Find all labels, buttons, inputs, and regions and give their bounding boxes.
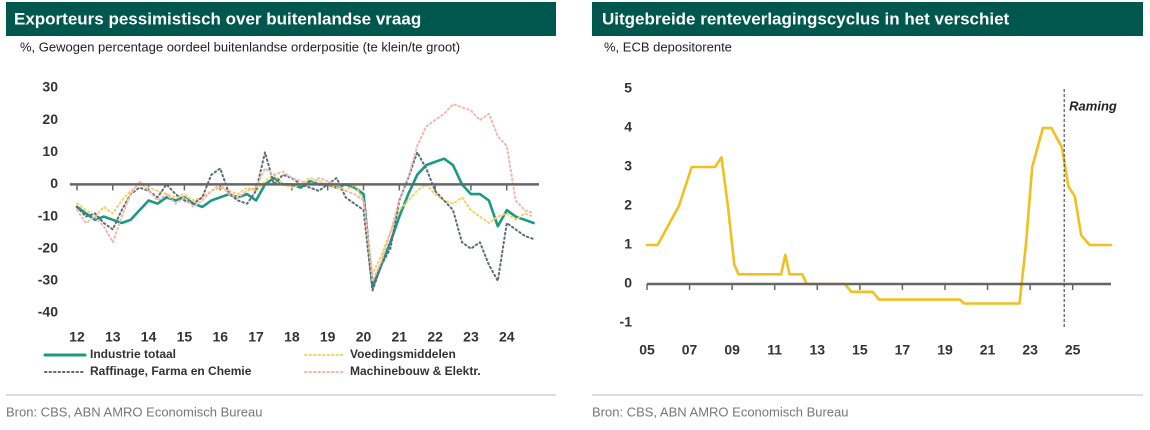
y-tick-label: 20 [42, 111, 58, 127]
x-tick-label: 23 [463, 329, 479, 345]
legend-label: Machinebouw & Elektr. [350, 364, 481, 378]
x-tick-label: 22 [427, 329, 443, 345]
x-tick-label: 09 [724, 342, 740, 358]
y-tick-label: 3 [624, 158, 632, 174]
x-tick-label: 12 [69, 329, 85, 345]
series-line [75, 157, 535, 289]
x-tick-label: 20 [356, 329, 372, 345]
x-tick-label: 11 [767, 342, 782, 358]
y-tick-label: -40 [38, 304, 58, 320]
y-tick-label: -30 [38, 272, 58, 288]
x-tick-label: 15 [852, 342, 868, 358]
x-tick-label: 17 [895, 342, 911, 358]
x-tick-label: 21 [392, 329, 408, 345]
annotation: Raming [1069, 98, 1117, 113]
header-bar [6, 2, 556, 36]
x-tick-label: 15 [177, 329, 193, 345]
x-tick-label: 25 [1065, 342, 1081, 358]
y-tick-label: 1 [624, 236, 632, 252]
y-tick-label: 2 [624, 197, 632, 213]
y-tick-label: 5 [624, 80, 632, 96]
source: Bron: CBS, ABN AMRO Economisch Bureau [6, 404, 263, 419]
series-line [76, 103, 535, 282]
x-tick-label: 13 [809, 342, 825, 358]
x-tick-label: 19 [937, 342, 953, 358]
subtitle: %, ECB depositorente [604, 39, 732, 54]
source: Bron: CBS, ABN AMRO Economisch Bureau [592, 404, 849, 419]
x-tick-label: 19 [320, 329, 336, 345]
x-tick-label: 05 [639, 342, 655, 358]
y-tick-label: -10 [38, 207, 58, 223]
legend-label: Raffinage, Farma en Chemie [90, 364, 252, 378]
series-line [76, 173, 535, 276]
legend-label: Industrie totaal [90, 347, 176, 361]
y-tick-label: 0 [624, 275, 632, 291]
x-tick-label: 07 [682, 342, 698, 358]
series-line [645, 126, 1113, 305]
series-line [76, 151, 535, 292]
chart-title: Uitgebreide renteverlagingscyclus in het… [602, 9, 1010, 28]
header-bar [592, 2, 1143, 36]
x-tick-label: 18 [284, 329, 300, 345]
subtitle: %, Gewogen percentage oordeel buitenland… [20, 39, 460, 54]
x-tick-label: 24 [499, 329, 515, 345]
x-tick-label: 13 [105, 329, 121, 345]
y-tick-label: 10 [42, 143, 58, 159]
y-tick-label: -20 [38, 239, 58, 255]
y-tick-label: 0 [50, 175, 58, 191]
x-tick-label: 23 [1022, 342, 1038, 358]
chart-title: Exporteurs pessimistisch over buitenland… [14, 9, 421, 28]
legend-label: Voedingsmiddelen [350, 347, 456, 361]
y-tick-label: -1 [620, 314, 633, 330]
y-tick-label: 30 [42, 79, 58, 95]
x-tick-label: 17 [248, 329, 264, 345]
x-tick-label: 14 [141, 329, 157, 345]
y-tick-label: 4 [624, 119, 632, 135]
x-tick-label: 21 [980, 342, 996, 358]
x-tick-label: 16 [212, 329, 228, 345]
